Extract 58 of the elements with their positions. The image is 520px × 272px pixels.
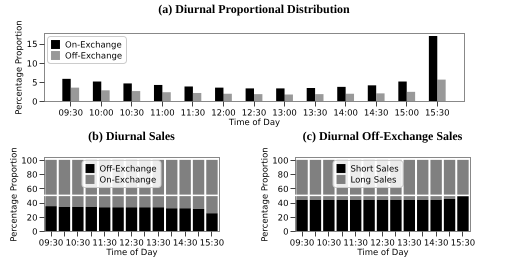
legend-label: On-Exchange — [65, 40, 122, 50]
y-tick-label: 60 — [278, 184, 288, 195]
x-axis-title: Time of Day — [105, 248, 158, 258]
x-tick-label: 11:30 — [92, 238, 117, 248]
y-tick-label: 15 — [26, 40, 38, 50]
x-tick-label: 15:00 — [394, 108, 419, 118]
y-tick-label: 0 — [32, 98, 38, 108]
x-tick-label: 09:30 — [290, 238, 314, 248]
x-tick-label: 14:30 — [424, 238, 448, 248]
x-tick-label: 09:30 — [38, 238, 64, 248]
y-tick-label: 100 — [272, 156, 288, 166]
legend-label: Off-Exchange — [65, 52, 122, 62]
y-axis-title: Percentage Proportion — [260, 147, 270, 242]
y-tick-label: 10 — [26, 59, 38, 70]
y-tick-label: 80 — [26, 170, 38, 181]
x-tick-label: 11:00 — [150, 108, 175, 118]
y-tick-label: 20 — [278, 213, 288, 224]
y-tick-label: 20 — [26, 213, 38, 224]
y-tick-label: 100 — [21, 156, 38, 166]
x-tick-label: 13:30 — [302, 108, 328, 118]
y-tick-label: 80 — [278, 170, 288, 181]
y-axis-title: Percentage Proportion — [14, 20, 25, 115]
legend-label: Off-Exchange — [100, 164, 157, 174]
x-tick-label: 15:30 — [425, 108, 450, 118]
y-axis-title: Percentage Proportion — [9, 147, 20, 242]
legend-label: Long Sales — [350, 176, 397, 186]
y-tick-label: 0 — [283, 228, 288, 238]
y-tick-label: 5 — [32, 78, 38, 88]
x-tick-label: 10:30 — [316, 238, 342, 248]
x-tick-label: 10:30 — [120, 108, 144, 118]
x-tick-label: 11:30 — [180, 108, 206, 118]
chart-title: (a) Diurnal Proportional Distribution — [158, 2, 350, 16]
y-tick-label: 60 — [26, 184, 38, 195]
x-axis-title: Time of Day — [356, 248, 409, 258]
x-tick-label: 10:30 — [66, 238, 90, 248]
y-tick-label: 0 — [32, 228, 38, 238]
x-tick-label: 14:30 — [364, 108, 388, 118]
x-tick-label: 13:30 — [397, 238, 422, 248]
x-axis-title: Time of Day — [228, 118, 280, 128]
x-tick-label: 13:00 — [272, 108, 297, 118]
x-tick-label: 14:00 — [333, 108, 358, 118]
x-tick-label: 15:30 — [200, 238, 224, 248]
legend-label: On-Exchange — [100, 176, 156, 186]
y-tick-label: 40 — [26, 199, 38, 210]
chart-title: (b) Diurnal Sales — [88, 128, 176, 143]
x-tick-label: 12:30 — [119, 238, 144, 248]
x-tick-label: 12:30 — [370, 238, 395, 248]
x-tick-label: 12:30 — [242, 108, 266, 118]
x-tick-label: 14:30 — [172, 238, 198, 248]
chart-title: (c) Diurnal Off-Exchange Sales — [302, 128, 463, 143]
x-tick-label: 13:30 — [146, 238, 171, 248]
x-tick-label: 10:00 — [89, 108, 114, 118]
x-tick-label: 11:30 — [343, 238, 368, 248]
x-tick-label: 15:30 — [450, 238, 476, 248]
y-tick-label: 40 — [278, 199, 288, 210]
legend-label: Short Sales — [350, 164, 400, 174]
x-tick-label: 09:30 — [58, 108, 83, 118]
x-tick-label: 12:00 — [211, 108, 236, 118]
